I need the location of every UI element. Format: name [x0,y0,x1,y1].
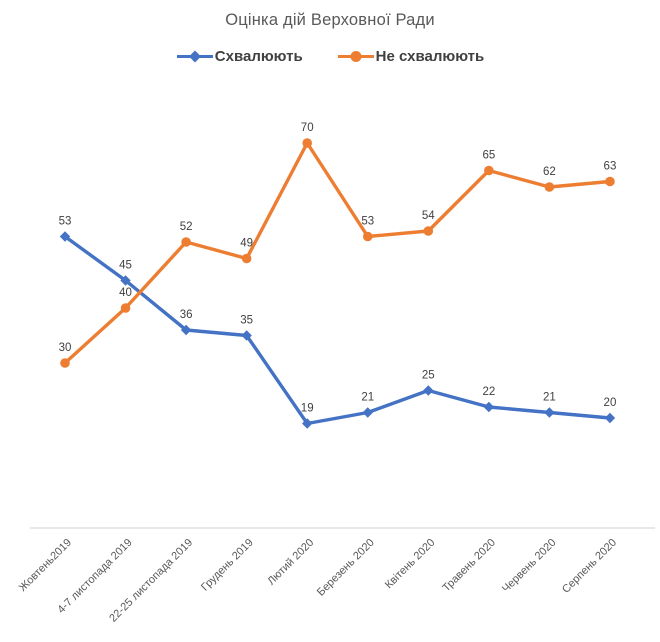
chart-legend: Схвалюють Не схвалюють [0,48,660,65]
data-label: 22 [482,386,495,398]
x-axis-label: Грудень 2019 [199,537,256,594]
data-point-circle [181,237,191,247]
data-label: 53 [59,216,72,228]
data-point-circle [544,182,555,192]
data-label: 36 [180,309,193,321]
chart-title: Оцінка дій Верховної Ради [225,11,435,29]
data-label: 19 [301,403,314,415]
data-point-circle [484,165,494,176]
data-label: 63 [604,161,617,173]
legend-item-approve: Схвалюють [176,48,303,65]
data-point-diamond [59,231,71,242]
x-axis-label: Жовтень2019 [17,537,74,594]
data-point-circle [302,138,313,148]
data-label: 70 [301,122,314,134]
data-point-diamond [423,385,434,396]
data-point-diamond [604,412,616,424]
data-point-circle [605,176,615,187]
legend-item-disapprove: Не схвалюють [337,48,485,65]
data-label: 25 [422,370,435,382]
legend-marker-diamond-icon [176,50,213,63]
data-point-diamond [241,330,252,341]
data-point-diamond [362,407,373,418]
data-label: 65 [482,150,495,162]
x-axis-label: Лютий 2020 [265,537,316,588]
data-point-circle [241,253,252,264]
legend-marker-circle-icon [337,51,374,62]
data-label: 62 [543,166,556,178]
data-point-diamond [483,401,495,413]
data-label: 54 [422,210,435,222]
x-axis-label: Травень 2020 [440,537,498,595]
x-axis-label: Квітень 2020 [383,537,437,591]
data-label: 21 [543,392,556,404]
data-label: 45 [119,260,132,272]
x-axis-label: Серпень 2020 [560,537,619,596]
data-label: 40 [119,287,132,299]
data-point-circle [120,303,131,313]
data-label: 35 [240,315,253,327]
data-label: 49 [240,238,253,250]
x-axis-label: Червень 2020 [500,537,559,596]
data-point-diamond [302,418,313,429]
legend-label-disapprove: Не схвалюють [375,48,485,65]
data-point-diamond [180,324,192,336]
data-point-diamond [120,275,131,286]
series-line [63,234,612,426]
legend-label-approve: Схвалюють [214,48,303,65]
data-label: 30 [59,342,72,354]
data-point-diamond [544,407,555,418]
data-label: 53 [361,216,374,228]
data-label: 20 [604,397,617,409]
data-point-circle [362,231,373,242]
data-label: 52 [180,221,193,233]
series-line [63,141,612,365]
data-point-circle [423,226,434,236]
x-axis-label: Березень 2020 [315,537,377,599]
data-point-circle [60,358,70,368]
data-label: 21 [361,392,374,404]
